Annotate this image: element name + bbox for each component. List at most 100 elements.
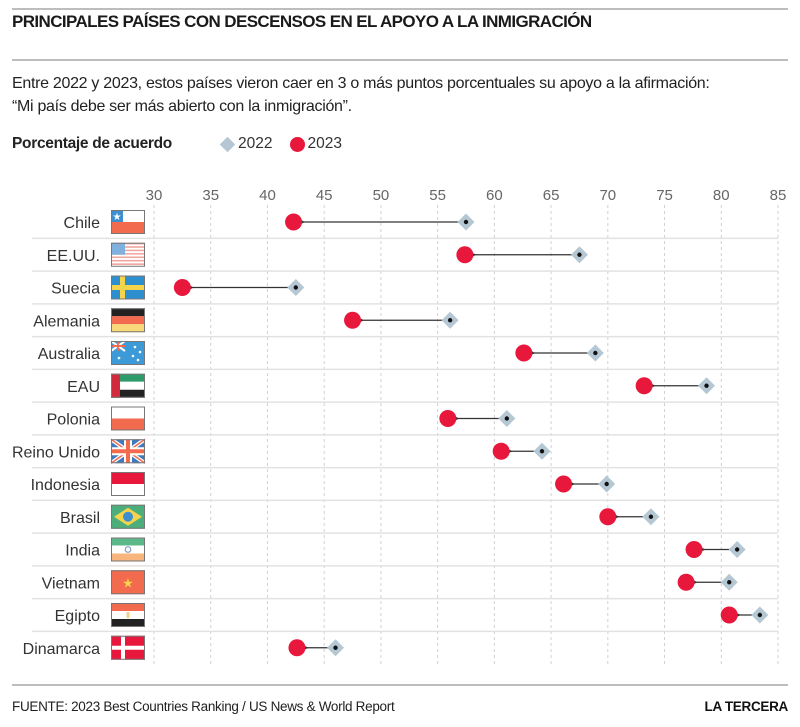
table-row: Chile ★ <box>32 210 778 240</box>
legend-item-2023: 2023 <box>290 135 342 153</box>
bottom-rule <box>12 684 788 686</box>
country-label: Indonesia <box>31 477 100 494</box>
flag-border <box>111 537 145 562</box>
flag-border <box>111 210 145 234</box>
poland-flag <box>111 406 145 431</box>
brazil-flag <box>111 504 145 529</box>
point-2022-center <box>504 416 510 421</box>
legend-item-2023-label: 2023 <box>307 135 342 152</box>
x-tick-label: 85 <box>770 187 787 204</box>
x-tick-label: 30 <box>146 187 163 204</box>
x-tick-label: 75 <box>656 187 673 204</box>
rows: Chile ★ EE.UU. Suecia Alemania Australia EAU Po… <box>12 210 778 660</box>
table-row: Egipto <box>32 603 778 633</box>
point-2023 <box>720 606 738 624</box>
country-label: India <box>65 543 100 560</box>
flag-border <box>111 603 145 627</box>
x-tick-label: 80 <box>713 187 730 204</box>
country-label: Australia <box>38 346 100 363</box>
point-2022-center <box>539 449 545 454</box>
flag-border <box>111 472 145 496</box>
point-2022-center <box>757 612 763 618</box>
title-rule <box>12 59 788 61</box>
flag-border <box>111 373 145 398</box>
india-flag <box>111 537 145 562</box>
point-2023 <box>555 475 573 493</box>
table-row: Polonia <box>32 406 778 436</box>
x-tick-label: 45 <box>316 187 333 204</box>
point-2023 <box>599 508 617 526</box>
point-2022-center <box>604 481 609 487</box>
flag-border <box>111 341 145 365</box>
country-label: EE.UU. <box>47 248 100 265</box>
vietnam-flag: ★ <box>111 570 145 595</box>
top-rule <box>12 8 788 10</box>
egypt-flag <box>111 603 145 627</box>
legend: Porcentaje de acuerdo 2022 2023 <box>12 134 360 154</box>
diamond-marker-icon <box>219 136 236 152</box>
country-label: Alemania <box>33 313 100 330</box>
indonesia-flag <box>111 472 145 496</box>
point-2023 <box>685 541 703 558</box>
country-label: Vietnam <box>42 575 100 592</box>
flag-border <box>111 406 145 431</box>
flag-border <box>111 635 145 660</box>
point-2022-center <box>447 318 453 323</box>
table-row: Indonesia <box>31 472 778 502</box>
point-2022-center <box>734 547 740 552</box>
point-2023 <box>439 410 457 427</box>
point-2022-center <box>463 219 469 225</box>
legend-item-2022-label: 2022 <box>238 135 273 152</box>
table-row: Vietnam ★ <box>32 570 778 600</box>
country-label: EAU <box>67 379 100 396</box>
x-tick-label: 60 <box>486 187 503 204</box>
usa-flag <box>111 242 145 267</box>
country-label: Egipto <box>55 608 100 625</box>
point-2022-center <box>293 285 299 290</box>
source-note: FUENTE: 2023 Best Countries Ranking / US… <box>12 699 395 714</box>
x-tick-label: 40 <box>259 187 276 204</box>
australia-flag <box>110 340 145 365</box>
point-2023 <box>635 377 653 395</box>
chart-title: PRINCIPALES PAÍSES CON DESCENSOS EN EL A… <box>12 12 592 31</box>
point-2023 <box>344 311 362 329</box>
point-2023 <box>677 573 695 591</box>
chile-flag: ★ <box>111 210 145 234</box>
point-2022-center <box>704 383 709 388</box>
uk-flag <box>109 437 147 465</box>
x-axis-ticks: 30 35 40 45 50 55 60 65 70 75 80 85 <box>146 187 787 204</box>
x-tick-label: 70 <box>599 187 616 204</box>
legend-item-2022: 2022 <box>219 135 273 153</box>
point-2023 <box>492 442 510 460</box>
table-row: Reino Unido <box>12 437 778 469</box>
flag-border <box>111 308 145 333</box>
flag-border <box>111 439 145 464</box>
uae-flag <box>111 373 145 398</box>
germany-flag <box>111 308 145 333</box>
svg-text:★: ★ <box>113 212 122 223</box>
point-2023 <box>285 213 303 231</box>
x-tick-label: 35 <box>202 187 219 204</box>
point-2022-center <box>727 580 732 585</box>
point-2023 <box>288 639 306 657</box>
country-label: Suecia <box>51 281 100 298</box>
x-tick-label: 55 <box>429 187 446 204</box>
point-2022-center <box>333 645 338 650</box>
x-tick-label: 50 <box>373 187 390 204</box>
dumbbell-chart: 30 35 40 45 50 55 60 65 70 75 80 85 Chile ★ EE.UU. Sue… <box>12 187 787 666</box>
country-label: Dinamarca <box>23 641 100 658</box>
brand-logo: LA TERCERA <box>704 699 789 714</box>
table-row: India <box>32 537 778 567</box>
table-row: EE.UU. <box>32 242 778 272</box>
point-2023 <box>456 246 474 264</box>
subtitle-line-2: “Mi país debe ser más abierto con la inm… <box>12 98 352 115</box>
denmark-flag <box>111 635 145 660</box>
circle-marker-icon <box>290 136 306 152</box>
table-row: Suecia <box>32 275 778 305</box>
sweden-flag <box>111 275 145 300</box>
flag-border <box>111 275 145 300</box>
table-row: EAU <box>32 373 778 403</box>
flag-border <box>111 242 145 267</box>
table-row: Australia <box>32 340 778 371</box>
chart-subtitle: Entre 2022 y 2023, estos países vieron c… <box>12 72 792 118</box>
